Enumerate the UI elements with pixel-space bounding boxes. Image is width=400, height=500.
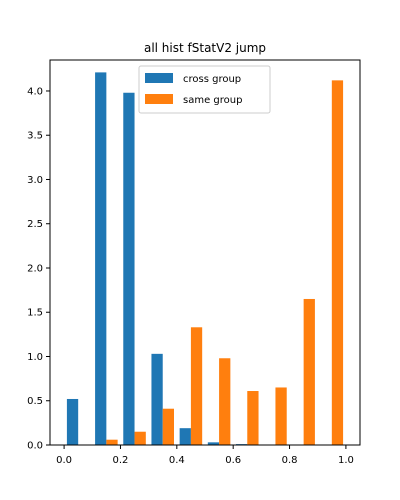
y-axis: 0.0 0.5 1.0 1.5 2.0 2.5 3.0 3.5 4.0 bbox=[27, 86, 50, 452]
bar-cross-group-bin-3 bbox=[151, 353, 163, 445]
x-tick-label: 0.2 bbox=[113, 455, 129, 466]
x-axis: 0.0 0.2 0.4 0.6 0.8 1.0 bbox=[56, 445, 354, 466]
y-tick-label: 1.0 bbox=[27, 352, 43, 363]
y-tick-label: 3.5 bbox=[27, 131, 43, 142]
legend-swatch-cross-group bbox=[145, 73, 173, 83]
x-tick-label: 1.0 bbox=[338, 455, 354, 466]
y-tick-label: 1.5 bbox=[27, 308, 43, 319]
x-tick-label: 0.4 bbox=[169, 455, 185, 466]
legend-label-same-group: same group bbox=[183, 95, 242, 106]
y-tick-label: 2.0 bbox=[27, 263, 43, 274]
bars-layer bbox=[66, 72, 344, 446]
legend: cross group same group bbox=[138, 65, 271, 114]
bar-same-group-bin-9 bbox=[331, 80, 344, 446]
bar-same-group-bin-3 bbox=[162, 408, 174, 445]
y-tick-label: 0.0 bbox=[27, 441, 43, 452]
bar-same-group-bin-2 bbox=[134, 431, 146, 445]
y-tick-label: 0.5 bbox=[27, 396, 43, 407]
bar-same-group-bin-7 bbox=[275, 387, 287, 445]
plot-frame bbox=[49, 59, 361, 446]
bar-same-group-bin-4 bbox=[190, 327, 203, 445]
bar-same-group-bin-6 bbox=[247, 391, 259, 445]
legend-label-cross-group: cross group bbox=[183, 74, 241, 85]
bar-same-group-bin-8 bbox=[303, 298, 315, 445]
bar-same-group-bin-5 bbox=[219, 358, 231, 445]
bar-cross-group-bin-4 bbox=[179, 428, 191, 445]
bar-cross-group-bin-5 bbox=[207, 442, 220, 445]
x-tick-label: 0.6 bbox=[225, 455, 241, 466]
legend-swatch-same-group bbox=[145, 94, 173, 104]
x-tick-label: 0.0 bbox=[56, 455, 72, 466]
y-tick-label: 4.0 bbox=[27, 86, 43, 97]
bar-cross-group-bin-1 bbox=[95, 72, 107, 445]
bar-cross-group-bin-2 bbox=[123, 92, 135, 445]
chart-title: all hist fStatV2 jump bbox=[144, 41, 266, 55]
y-tick-label: 3.0 bbox=[27, 175, 43, 186]
x-tick-label: 0.8 bbox=[282, 455, 298, 466]
bar-same-group-bin-1 bbox=[106, 439, 118, 445]
bar-cross-group-bin-0 bbox=[66, 398, 79, 445]
y-tick-label: 2.5 bbox=[27, 219, 43, 230]
